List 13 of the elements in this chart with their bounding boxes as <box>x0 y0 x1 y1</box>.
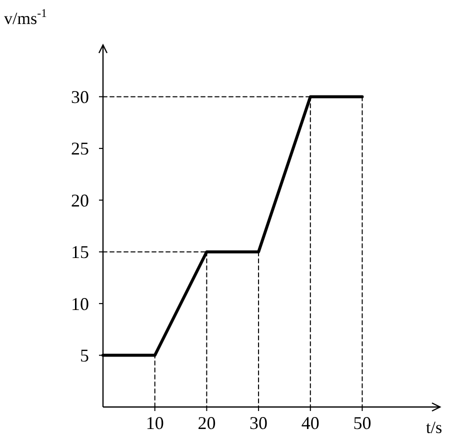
x-tick-label: 50 <box>353 413 372 433</box>
y-axis-title: v/ms$^{-1}$ <box>4 6 48 28</box>
x-axis-title: t/s <box>426 418 442 437</box>
x-tick-label: 40 <box>301 413 320 433</box>
y-tick-label: 5 <box>80 346 89 366</box>
y-tick-label: 15 <box>71 242 89 262</box>
y-tick-label: 30 <box>71 87 89 108</box>
x-tick-label: 30 <box>250 413 268 433</box>
y-tick-label: 25 <box>71 138 89 159</box>
x-tick-label: 10 <box>146 413 164 433</box>
y-tick-label: 20 <box>71 190 89 210</box>
y-tick-label: 10 <box>71 294 89 314</box>
x-tick-label: 20 <box>198 413 216 433</box>
